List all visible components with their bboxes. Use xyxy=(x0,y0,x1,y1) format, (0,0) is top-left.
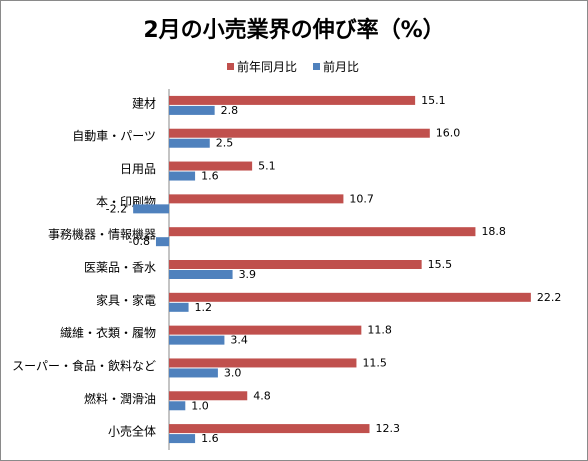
value-label-mom: -2.2 xyxy=(106,202,127,215)
value-label-yoy: 4.8 xyxy=(253,389,270,402)
value-label-mom: -0.8 xyxy=(128,235,149,248)
bar-yoy xyxy=(169,424,370,434)
bar-mom xyxy=(169,270,233,279)
legend-label-yoy: 前年同月比 xyxy=(237,59,297,74)
bar-mom xyxy=(169,401,186,411)
value-label-mom: 3.4 xyxy=(230,334,248,347)
category-label: 小売全体 xyxy=(108,424,156,439)
bar-mom xyxy=(169,138,210,148)
value-label-yoy: 18.8 xyxy=(481,225,506,238)
category-label: 燃料・潤滑油 xyxy=(84,391,156,406)
bar-yoy xyxy=(169,194,344,204)
bar-mom xyxy=(169,368,218,378)
value-label-mom: 1.0 xyxy=(191,399,209,412)
bar-yoy xyxy=(169,292,531,302)
bar-mom xyxy=(169,434,196,444)
bar-yoy xyxy=(169,358,357,368)
bar-yoy xyxy=(169,260,422,269)
bar-mom xyxy=(133,204,169,214)
category-label: 建材 xyxy=(132,96,156,110)
category-label: 事務機器・情報機器 xyxy=(48,227,156,242)
chart-title: 2月の小売業界の伸び率（%） xyxy=(143,17,444,43)
category-label: 自動車・パーツ xyxy=(72,129,156,143)
value-label-mom: 2.5 xyxy=(216,137,234,150)
value-label-mom: 2.8 xyxy=(221,104,239,117)
value-label-yoy: 10.7 xyxy=(349,192,374,205)
value-label-mom: 1.6 xyxy=(201,170,219,183)
bar-yoy xyxy=(169,391,248,401)
bar-yoy xyxy=(169,128,430,138)
value-label-yoy: 16.0 xyxy=(436,127,461,140)
bar-yoy xyxy=(169,95,416,105)
value-label-mom: 3.9 xyxy=(239,268,257,281)
value-label-yoy: 12.3 xyxy=(375,422,400,435)
category-label: 日用品 xyxy=(120,162,156,176)
bar-yoy xyxy=(169,325,362,335)
bar-mom xyxy=(169,105,215,115)
value-label-mom: 1.2 xyxy=(195,301,213,314)
category-label: スーパー・食品・飲料など xyxy=(12,358,156,373)
category-label: 家具・家電 xyxy=(96,292,156,307)
bar-mom xyxy=(169,302,189,312)
value-label-mom: 3.0 xyxy=(224,366,242,379)
bar-mom xyxy=(169,171,196,181)
legend-swatch-yoy xyxy=(227,63,234,70)
value-label-mom: 1.6 xyxy=(201,432,219,445)
category-label: 医薬品・香水 xyxy=(84,261,156,275)
bar-yoy xyxy=(169,227,476,237)
value-label-yoy: 15.1 xyxy=(421,94,446,107)
value-label-yoy: 11.8 xyxy=(367,324,392,337)
value-label-yoy: 11.5 xyxy=(362,356,387,369)
bar-mom xyxy=(169,335,225,345)
value-label-yoy: 15.5 xyxy=(428,258,453,271)
category-label: 繊維・衣類・履物 xyxy=(60,325,156,340)
value-label-yoy: 22.2 xyxy=(537,291,562,304)
bar-mom xyxy=(155,237,169,247)
legend: 前年同月比 前月比 xyxy=(227,59,359,74)
value-label-yoy: 5.1 xyxy=(258,160,276,173)
legend-swatch-mom xyxy=(313,63,320,70)
bar-yoy xyxy=(169,161,253,171)
legend-label-mom: 前月比 xyxy=(323,59,359,74)
